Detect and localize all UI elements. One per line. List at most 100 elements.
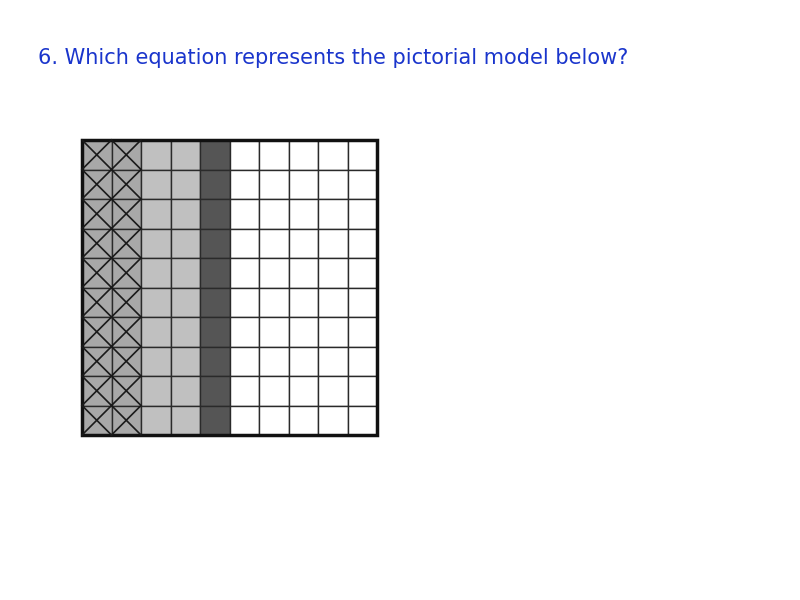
Bar	[82, 346, 111, 376]
Bar	[111, 199, 141, 229]
Bar	[289, 258, 318, 287]
Bar	[200, 376, 230, 406]
Bar	[111, 169, 141, 199]
Bar	[170, 287, 200, 317]
Bar	[111, 287, 141, 317]
Bar	[347, 140, 377, 169]
Bar	[82, 140, 377, 435]
Bar	[230, 346, 259, 376]
Bar	[170, 258, 200, 287]
Bar	[347, 229, 377, 258]
Bar	[82, 199, 111, 229]
Bar	[259, 287, 289, 317]
Bar	[170, 317, 200, 346]
Bar	[82, 317, 111, 346]
Bar	[141, 287, 170, 317]
Bar	[347, 287, 377, 317]
Bar	[111, 376, 141, 406]
Bar	[347, 346, 377, 376]
Bar	[318, 346, 347, 376]
Bar	[141, 406, 170, 435]
Bar	[347, 317, 377, 346]
Bar	[82, 229, 111, 258]
Bar	[111, 317, 141, 346]
Bar	[200, 346, 230, 376]
Bar	[347, 169, 377, 199]
Bar	[259, 258, 289, 287]
Bar	[289, 199, 318, 229]
Bar	[170, 169, 200, 199]
Bar	[318, 376, 347, 406]
Bar	[141, 346, 170, 376]
Bar	[141, 169, 170, 199]
Bar	[141, 317, 170, 346]
Bar	[200, 287, 230, 317]
Bar	[289, 376, 318, 406]
Bar	[289, 229, 318, 258]
Bar	[318, 169, 347, 199]
Bar	[111, 258, 141, 287]
Bar	[259, 199, 289, 229]
Bar	[111, 346, 141, 376]
Bar	[289, 140, 318, 169]
Bar	[318, 199, 347, 229]
Bar	[170, 406, 200, 435]
Bar	[347, 199, 377, 229]
Bar	[230, 376, 259, 406]
Bar	[141, 376, 170, 406]
Bar	[230, 140, 259, 169]
Bar	[82, 169, 111, 199]
Bar	[347, 406, 377, 435]
Bar	[230, 287, 259, 317]
Bar	[170, 229, 200, 258]
Bar	[318, 287, 347, 317]
Bar	[200, 317, 230, 346]
Bar	[170, 376, 200, 406]
Bar	[82, 376, 111, 406]
Bar	[289, 287, 318, 317]
Bar	[200, 229, 230, 258]
Bar	[82, 406, 111, 435]
Text: 6. Which equation represents the pictorial model below?: 6. Which equation represents the pictori…	[38, 48, 628, 68]
Bar	[318, 140, 347, 169]
Bar	[347, 258, 377, 287]
Bar	[259, 376, 289, 406]
Bar	[289, 169, 318, 199]
Bar	[141, 258, 170, 287]
Bar	[259, 140, 289, 169]
Bar	[170, 199, 200, 229]
Bar	[259, 317, 289, 346]
Bar	[318, 317, 347, 346]
Bar	[170, 346, 200, 376]
Bar	[230, 406, 259, 435]
Bar	[200, 199, 230, 229]
Bar	[141, 229, 170, 258]
Bar	[141, 140, 170, 169]
Bar	[289, 317, 318, 346]
Bar	[200, 140, 230, 169]
Bar	[200, 169, 230, 199]
Bar	[259, 346, 289, 376]
Bar	[289, 346, 318, 376]
Bar	[82, 287, 111, 317]
Bar	[200, 406, 230, 435]
Bar	[259, 406, 289, 435]
Bar	[230, 199, 259, 229]
Bar	[289, 406, 318, 435]
Bar	[141, 199, 170, 229]
Bar	[318, 258, 347, 287]
Bar	[318, 406, 347, 435]
Bar	[170, 140, 200, 169]
Bar	[111, 140, 141, 169]
Bar	[82, 258, 111, 287]
Bar	[318, 229, 347, 258]
Bar	[230, 229, 259, 258]
Bar	[347, 376, 377, 406]
Bar	[82, 140, 111, 169]
Bar	[200, 258, 230, 287]
Bar	[230, 169, 259, 199]
Bar	[230, 317, 259, 346]
Bar	[259, 229, 289, 258]
Bar	[111, 229, 141, 258]
Bar	[230, 258, 259, 287]
